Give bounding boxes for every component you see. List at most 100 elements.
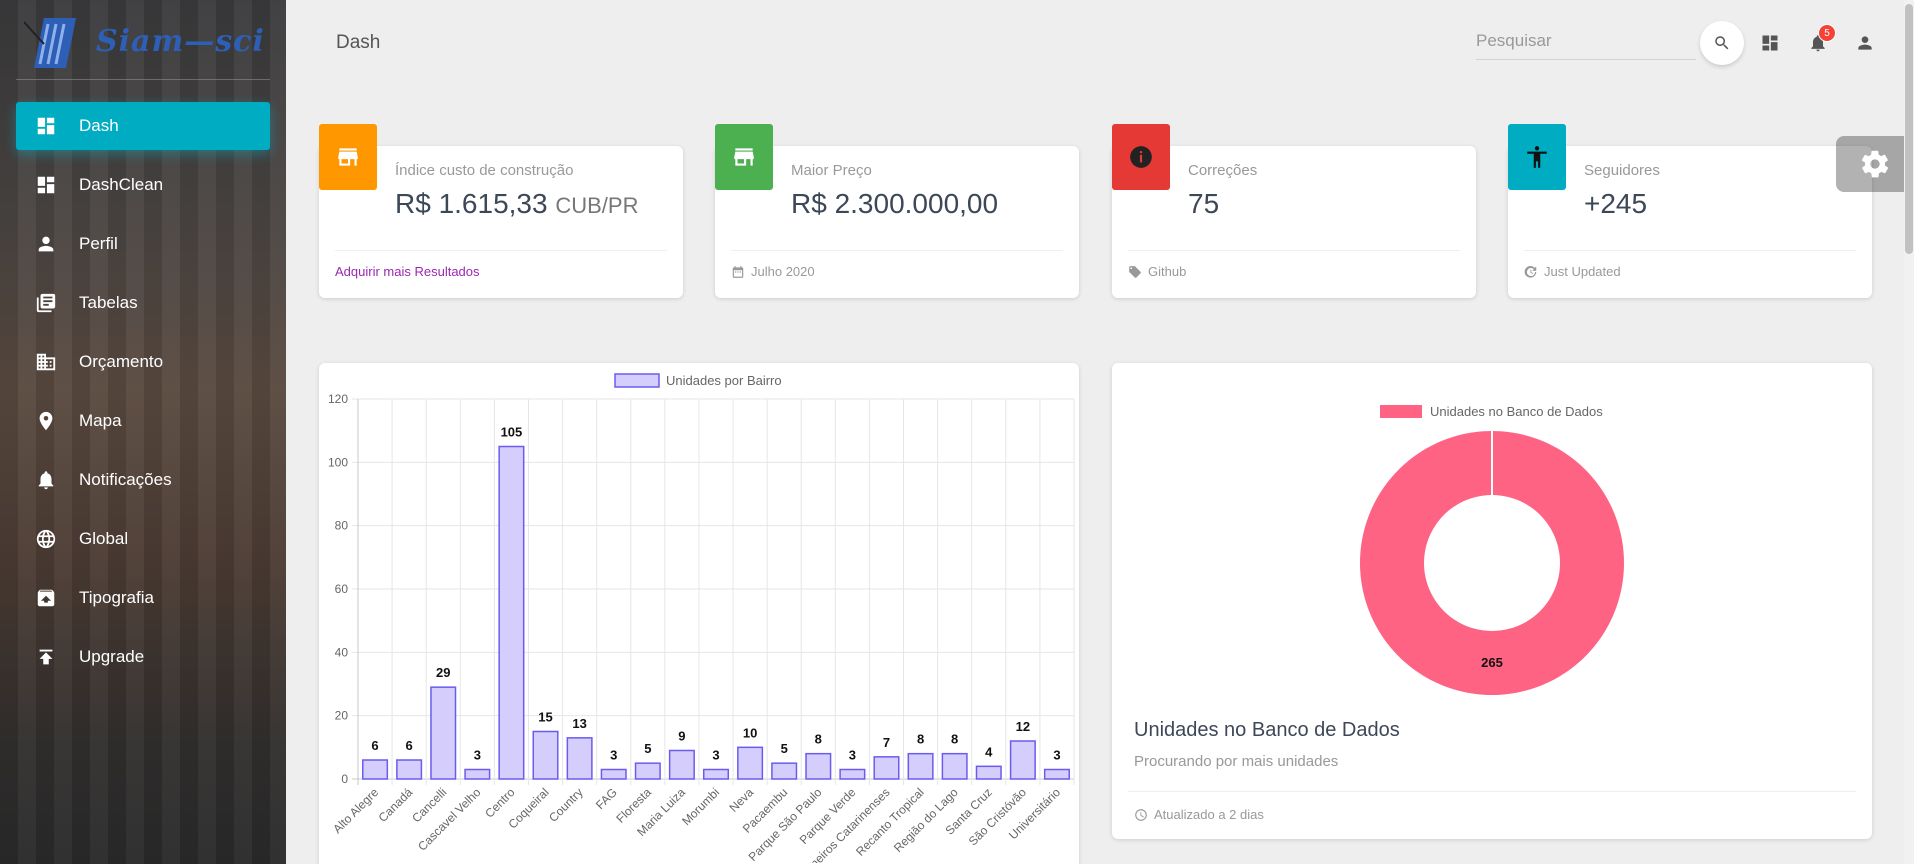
stat-label: Índice custo de construção	[395, 162, 574, 179]
bar-value-label: 3	[1053, 748, 1060, 763]
stat-card-max-price: Maior Preço R$ 2.300.000,00 Julho 2020	[715, 124, 1079, 298]
stat-unit: CUB/PR	[555, 193, 639, 218]
donut-chart-card: Unidades no Banco de Dados 265 Unidades n…	[1112, 363, 1872, 839]
bar	[737, 746, 764, 780]
dashboard-icon	[34, 173, 58, 197]
legend-swatch	[1380, 405, 1422, 418]
bar	[362, 759, 389, 780]
stat-icon-box	[1508, 124, 1566, 190]
stat-card-corrections: Correções 75 Github	[1112, 124, 1476, 298]
y-tick-label: 0	[341, 772, 348, 786]
page-title: Dash	[336, 32, 381, 53]
more-results-link[interactable]: Adquirir mais Resultados	[335, 264, 480, 279]
building-icon	[34, 350, 58, 374]
sidebar-item-label: Upgrade	[79, 647, 145, 666]
x-tick-label: Cascavel Velho	[415, 785, 484, 854]
settings-toggle[interactable]	[1836, 136, 1914, 192]
scrollbar[interactable]	[1904, 0, 1914, 864]
bar-value-label: 29	[436, 665, 450, 680]
bar	[396, 759, 423, 780]
bar	[498, 445, 525, 780]
unarchive-icon	[34, 586, 58, 610]
store-icon	[734, 148, 754, 166]
stat-label: Maior Preço	[791, 162, 872, 179]
sidebar-item-dash[interactable]: Dash	[16, 102, 270, 150]
bar-value-label: 5	[781, 741, 788, 756]
legend-swatch	[614, 373, 660, 388]
clock-icon	[1135, 808, 1147, 821]
stat-footer: Just Updated	[1524, 264, 1621, 279]
bar-value-label: 105	[501, 425, 523, 440]
stat-icon-box	[715, 124, 773, 190]
sidebar-item-label: Orçamento	[79, 352, 164, 371]
person-icon	[34, 232, 58, 256]
sidebar-item-global[interactable]: Global	[16, 515, 270, 563]
tag-icon	[1129, 265, 1141, 278]
legend-label: Unidades no Banco de Dados	[1430, 404, 1603, 419]
logo-mark-icon	[24, 18, 76, 68]
sidebar-item-upgrade[interactable]: Upgrade	[16, 633, 270, 681]
search-input[interactable]: Pesquisar	[1476, 26, 1696, 60]
divider	[1128, 791, 1856, 792]
dashboard-button[interactable]	[1759, 32, 1781, 54]
dashboard-icon	[1762, 35, 1778, 51]
sidebar-item-label: Tipografia	[79, 588, 154, 607]
bar-value-label: 7	[883, 735, 890, 750]
scrollbar-thumb[interactable]	[1905, 4, 1913, 254]
stat-icon-box	[1112, 124, 1170, 190]
x-tick-label: Country	[546, 785, 586, 825]
stat-card-followers: Seguidores +245 Just Updated	[1508, 124, 1872, 298]
stat-value: +245	[1584, 188, 1648, 219]
x-tick-label: Alto Alegre	[330, 785, 381, 836]
calendar-icon	[732, 265, 744, 278]
bar-value-label: 12	[1016, 719, 1030, 734]
bar-value-label: 3	[610, 748, 617, 763]
bar-value-label: 8	[951, 732, 958, 747]
bar	[430, 686, 457, 780]
sidebar-item-notificacoes[interactable]: Notificações	[16, 456, 270, 504]
bar	[464, 768, 491, 780]
search-button[interactable]	[1700, 21, 1744, 65]
bar	[805, 752, 832, 780]
donut-card-subtitle: Procurando por mais unidades	[1134, 753, 1339, 770]
sidebar-item-orcamento[interactable]: Orçamento	[16, 338, 270, 386]
sidebar-item-tabelas[interactable]: Tabelas	[16, 279, 270, 327]
bar-value-label: 3	[849, 748, 856, 763]
bar	[702, 768, 730, 780]
bar-value-label: 8	[815, 732, 822, 747]
y-tick-label: 100	[328, 455, 348, 469]
bar-value-label: 3	[712, 748, 719, 763]
globe-icon	[34, 527, 58, 551]
bar	[771, 762, 798, 780]
update-icon	[1524, 265, 1537, 278]
stat-footer[interactable]: Github	[1128, 264, 1186, 279]
dashboard-icon	[34, 114, 58, 138]
y-tick-label: 80	[335, 519, 349, 533]
bell-icon	[34, 468, 58, 492]
donut-card-title: Unidades no Banco de Dados	[1134, 719, 1400, 741]
logo[interactable]: Siam—sci	[0, 0, 286, 80]
sidebar-item-tipografia[interactable]: Tipografia	[16, 574, 270, 622]
bar-value-label: 6	[371, 738, 378, 753]
stat-icon-box	[319, 124, 377, 190]
bar-value-label: 5	[644, 741, 651, 756]
divider	[1524, 250, 1856, 251]
sidebar-item-label: Notificações	[79, 470, 172, 489]
bar-value-label: 4	[985, 744, 993, 759]
accessibility-icon	[1527, 146, 1547, 168]
bar	[600, 768, 627, 780]
sidebar-item-mapa[interactable]: Mapa	[16, 397, 270, 445]
stat-value: R$ 1.615,33 CUB/PR	[395, 188, 639, 219]
bar	[873, 756, 900, 780]
stat-footer: Julho 2020	[731, 264, 815, 279]
user-button[interactable]	[1854, 32, 1876, 54]
sidebar-item-dashclean[interactable]: DashClean	[16, 161, 270, 209]
bar	[975, 765, 1002, 780]
bar	[566, 737, 593, 780]
sidebar-item-perfil[interactable]: Perfil	[16, 220, 270, 268]
bar-value-label: 3	[474, 748, 481, 763]
sidebar-item-label: Mapa	[79, 411, 122, 430]
search-icon	[1715, 36, 1729, 50]
logo-divider	[16, 79, 270, 80]
legend-label: Unidades por Bairro	[666, 373, 782, 388]
